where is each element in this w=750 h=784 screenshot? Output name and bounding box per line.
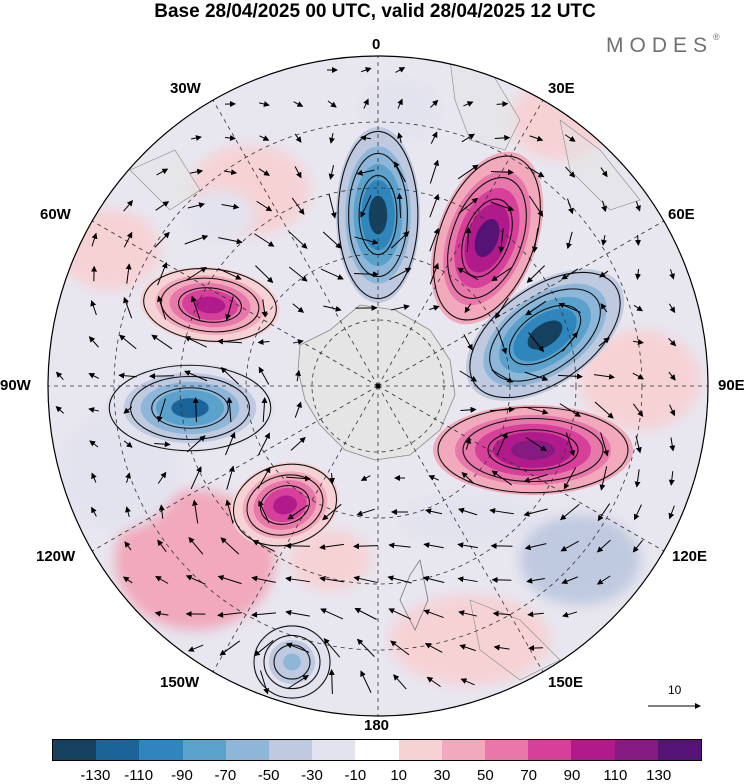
- colorbar-bin: [355, 740, 398, 760]
- label-90e: 90E: [718, 377, 745, 394]
- colorbar: [52, 739, 702, 761]
- anomaly-patch: [400, 492, 540, 548]
- colorbar-bin: [269, 740, 312, 760]
- label-120w: 120W: [36, 548, 75, 565]
- colorbar-tick-label: 70: [520, 767, 537, 784]
- colorbar-tick-label: 10: [390, 767, 407, 784]
- anomaly-patch: [390, 595, 550, 685]
- wind-vector: [497, 104, 508, 105]
- colorbar-tick-label: 30: [434, 767, 451, 784]
- label-150e: 150E: [548, 674, 583, 691]
- colorbar-bin: [485, 740, 528, 760]
- colorbar-tick-label: -30: [301, 767, 323, 784]
- label-30w: 30W: [170, 80, 201, 97]
- anomaly-patch: [185, 190, 255, 240]
- colorbar-tick-label: -130: [80, 767, 110, 784]
- colorbar-tick-label: -90: [171, 767, 193, 784]
- colorbar-bin: [442, 740, 485, 760]
- label-180: 180: [364, 717, 389, 734]
- colorbar-bin: [571, 740, 614, 760]
- colorbar-tick-label: -10: [344, 767, 366, 784]
- colorbar-tick-label: 90: [564, 767, 581, 784]
- label-60w: 60W: [40, 206, 71, 223]
- anomaly-core: [511, 440, 555, 460]
- label-120e: 120E: [672, 548, 707, 565]
- south-pole-marker: [376, 384, 381, 389]
- colorbar-tick-label: 130: [646, 767, 671, 784]
- colorbar-tick-label: -70: [214, 767, 236, 784]
- anomaly-patch: [520, 515, 640, 605]
- colorbar-tick-label: 50: [477, 767, 494, 784]
- wind-vector: [286, 546, 310, 547]
- reference-vector-label: 10: [668, 683, 681, 697]
- anomaly-patch: [60, 210, 160, 290]
- anomaly-core: [171, 398, 208, 418]
- colorbar-bin: [139, 740, 182, 760]
- label-60e: 60E: [668, 206, 695, 223]
- label-90w: 90W: [0, 377, 31, 394]
- colorbar-bin: [312, 740, 355, 760]
- colorbar-bin: [658, 740, 701, 760]
- polar-map: [0, 0, 750, 740]
- colorbar-tick-label: -110: [124, 767, 153, 784]
- colorbar-labels: -130 -110 -90 -70 -50 -30 -10 10 30 50 70 90 110 130: [0, 767, 750, 783]
- colorbar-bin: [183, 740, 226, 760]
- colorbar-bin: [53, 740, 96, 760]
- colorbar-bin: [226, 740, 269, 760]
- colorbar-tick-label: 110: [603, 767, 627, 784]
- colorbar-bin: [528, 740, 571, 760]
- colorbar-bin: [96, 740, 139, 760]
- colorbar-bin: [615, 740, 658, 760]
- label-0: 0: [372, 36, 380, 53]
- colorbar-bin: [399, 740, 442, 760]
- label-30e: 30E: [548, 80, 575, 97]
- anomaly-core: [283, 654, 301, 671]
- label-150w: 150W: [160, 674, 199, 691]
- colorbar-tick-label: -50: [258, 767, 280, 784]
